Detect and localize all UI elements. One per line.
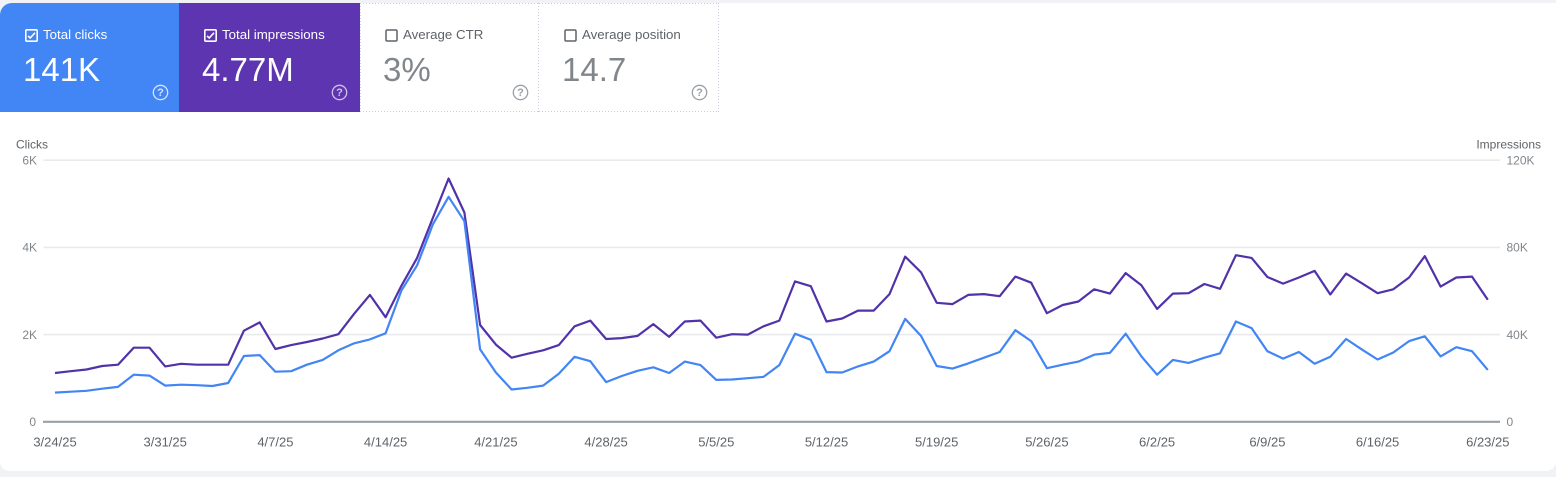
svg-text:6K: 6K — [22, 154, 37, 168]
svg-text:?: ? — [157, 87, 164, 99]
svg-text:Impressions: Impressions — [1476, 138, 1541, 152]
svg-text:3/31/25: 3/31/25 — [144, 435, 187, 450]
svg-text:5/12/25: 5/12/25 — [805, 435, 848, 450]
svg-text:4/7/25: 4/7/25 — [257, 435, 293, 450]
svg-text:4/21/25: 4/21/25 — [474, 435, 517, 450]
svg-text:120K: 120K — [1507, 154, 1535, 168]
svg-text:6/16/25: 6/16/25 — [1356, 435, 1399, 450]
svg-text:?: ? — [336, 87, 343, 99]
svg-text:5/26/25: 5/26/25 — [1025, 435, 1068, 450]
svg-text:?: ? — [517, 87, 524, 99]
svg-text:40K: 40K — [1507, 328, 1528, 342]
svg-text:5/19/25: 5/19/25 — [915, 435, 958, 450]
svg-text:6/9/25: 6/9/25 — [1249, 435, 1285, 450]
svg-text:?: ? — [696, 87, 703, 99]
svg-text:0: 0 — [1507, 415, 1514, 429]
svg-text:4/14/25: 4/14/25 — [364, 435, 407, 450]
svg-text:5/5/25: 5/5/25 — [698, 435, 734, 450]
svg-text:6/23/25: 6/23/25 — [1466, 435, 1509, 450]
svg-text:4/28/25: 4/28/25 — [584, 435, 627, 450]
svg-text:2K: 2K — [22, 328, 37, 342]
svg-text:3/24/25: 3/24/25 — [33, 435, 76, 450]
svg-text:80K: 80K — [1507, 241, 1528, 255]
svg-text:Clicks: Clicks — [16, 138, 48, 152]
svg-text:4K: 4K — [22, 241, 37, 255]
svg-text:6/2/25: 6/2/25 — [1139, 435, 1175, 450]
svg-text:0: 0 — [29, 415, 36, 429]
